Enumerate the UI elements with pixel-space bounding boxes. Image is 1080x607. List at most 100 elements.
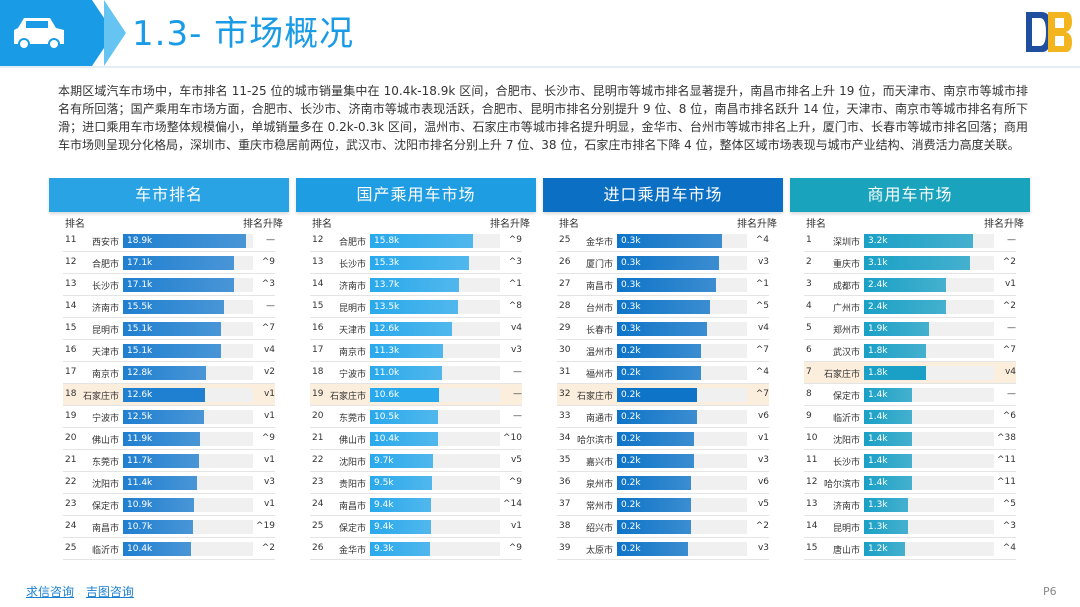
bar-value-label: 1.4k: [868, 390, 888, 400]
rank-label: 31: [559, 367, 571, 377]
rank-change-label: ^4: [755, 235, 769, 245]
bar-mark: 1.9k: [864, 322, 929, 336]
city-label: 厦门市: [585, 260, 613, 270]
bar-mark: 0.2k: [617, 410, 698, 424]
rank-change-label: ^2: [1002, 301, 1016, 311]
city-label: 泉州市: [585, 480, 613, 490]
panel-title: 国产乘用车市场: [296, 178, 536, 212]
rank-label: 29: [559, 323, 571, 333]
bar-mark: 1.8k: [864, 344, 926, 358]
bar-mark: 0.2k: [617, 454, 695, 468]
rank-change-label: ^9: [508, 477, 522, 487]
page-number: P6: [1043, 585, 1057, 598]
table-row: 30 温州市 0.2k ^7: [557, 340, 769, 362]
rank-label: 15: [806, 543, 818, 553]
city-label: 台州市: [585, 304, 613, 314]
rows: 11 西安市 18.9k — 12 合肥市 17.1k ^9 13 长沙市 17.1k ^3 14 济南市…: [49, 230, 289, 560]
table-row: 22 沈阳市 9.7k v5: [310, 450, 522, 472]
table-row: 17 南京市 12.8k v2: [63, 362, 275, 384]
rank-label: 14: [312, 279, 324, 289]
footer-link-2[interactable]: 吉图咨询: [85, 585, 134, 599]
rank-label: 21: [65, 455, 77, 465]
rank-label: 26: [559, 257, 571, 267]
table-row: 31 福州市 0.2k ^4: [557, 362, 769, 384]
rank-change-label: —: [1007, 323, 1016, 333]
rank-label: 3: [806, 279, 812, 289]
rank-change-label: ^2: [755, 521, 769, 531]
bar-value-label: 0.2k: [621, 522, 641, 532]
bar-track: 1.8k: [864, 366, 994, 380]
city-label: 贵阳市: [338, 480, 366, 490]
rank-change-label: ^7: [1002, 345, 1016, 355]
city-label: 绍兴市: [585, 524, 613, 534]
table-row: 16 天津市 15.1k v4: [63, 340, 275, 362]
bar-mark: 10.5k: [370, 410, 439, 424]
rank-change-label: ^9: [508, 543, 522, 553]
bar-mark: 1.2k: [864, 542, 906, 556]
bar-value-label: 10.4k: [127, 544, 153, 554]
rank-label: 24: [65, 521, 77, 531]
table-row: 12 合肥市 17.1k ^9: [63, 252, 275, 274]
rank-change-label: v5: [757, 499, 769, 509]
city-label: 常州市: [585, 502, 613, 512]
bar-mark: 9.5k: [370, 476, 432, 490]
bar-mark: 0.2k: [617, 476, 692, 490]
col-head-rank: 排名: [65, 219, 85, 230]
rank-change-label: —: [266, 235, 275, 245]
table-row: 14 济南市 13.7k ^1: [310, 274, 522, 296]
bar-value-label: 1.9k: [868, 324, 888, 334]
footer-link-1[interactable]: 求信咨询: [26, 585, 75, 599]
city-label: 金华市: [585, 238, 613, 248]
city-label: 长沙市: [338, 260, 366, 270]
bar-mark: 13.7k: [370, 278, 460, 292]
bar-track: 0.2k: [617, 498, 747, 512]
rank-change-label: ^7: [755, 389, 769, 399]
bar-mark: 15.1k: [123, 322, 222, 336]
rank-label: 22: [65, 477, 77, 487]
bar-value-label: 3.1k: [868, 258, 888, 268]
header-bar: 1.3- 市场概况: [0, 0, 1080, 66]
bar-track: 0.2k: [617, 410, 747, 424]
city-label: 唐山市: [832, 546, 860, 556]
column-headers: 排名 排名升降: [543, 212, 783, 230]
bar-mark: 10.6k: [370, 388, 439, 402]
bar-mark: 9.4k: [370, 520, 432, 534]
city-label: 广州市: [832, 304, 860, 314]
bar-value-label: 11.4k: [127, 478, 153, 488]
rank-label: 12: [65, 257, 77, 267]
bar-mark: 15.5k: [123, 300, 224, 314]
table-row: 9 临沂市 1.4k ^6: [804, 406, 1016, 428]
rank-change-label: v4: [510, 323, 522, 333]
bar-value-label: 17.1k: [127, 258, 153, 268]
footer-links: 求信咨询 吉图咨询: [26, 583, 142, 600]
panel-import-passenger: 进口乘用车市场 排名 排名升降 25 金华市 0.3k ^4 26 厦门市 0.3k v3 27…: [543, 178, 783, 568]
bar-mark: 11.3k: [370, 344, 444, 358]
table-row: 12 哈尔滨市 1.4k ^11: [804, 472, 1016, 494]
bar-value-label: 3.2k: [868, 236, 888, 246]
rank-label: 30: [559, 345, 571, 355]
rank-label: 20: [65, 433, 77, 443]
city-label: 武汉市: [832, 348, 860, 358]
bar-mark: 12.6k: [370, 322, 452, 336]
rank-label: 33: [559, 411, 571, 421]
city-label: 石家庄市: [83, 392, 120, 402]
bar-value-label: 0.3k: [621, 302, 641, 312]
city-label: 长沙市: [832, 458, 860, 468]
col-head-rank: 排名: [312, 219, 332, 230]
bar-track: 0.2k: [617, 454, 747, 468]
bar-mark: 1.4k: [864, 454, 912, 468]
city-label: 太原市: [585, 546, 613, 556]
rank-change-label: ^4: [1002, 543, 1016, 553]
rank-change-label: v6: [757, 477, 769, 487]
rank-change-label: v4: [1004, 367, 1016, 377]
table-row: 25 临沂市 10.4k ^2: [63, 538, 275, 560]
table-row: 18 石家庄市 12.6k v1: [63, 384, 275, 406]
rank-change-label: v3: [757, 455, 769, 465]
bar-mark: 9.4k: [370, 498, 432, 512]
bar-mark: 0.2k: [617, 432, 695, 446]
bar-mark: 1.4k: [864, 388, 912, 402]
bar-track: 10.9k: [123, 498, 253, 512]
table-row: 26 厦门市 0.3k v3: [557, 252, 769, 274]
city-label: 南京市: [91, 370, 119, 380]
rank-label: 13: [806, 499, 818, 509]
